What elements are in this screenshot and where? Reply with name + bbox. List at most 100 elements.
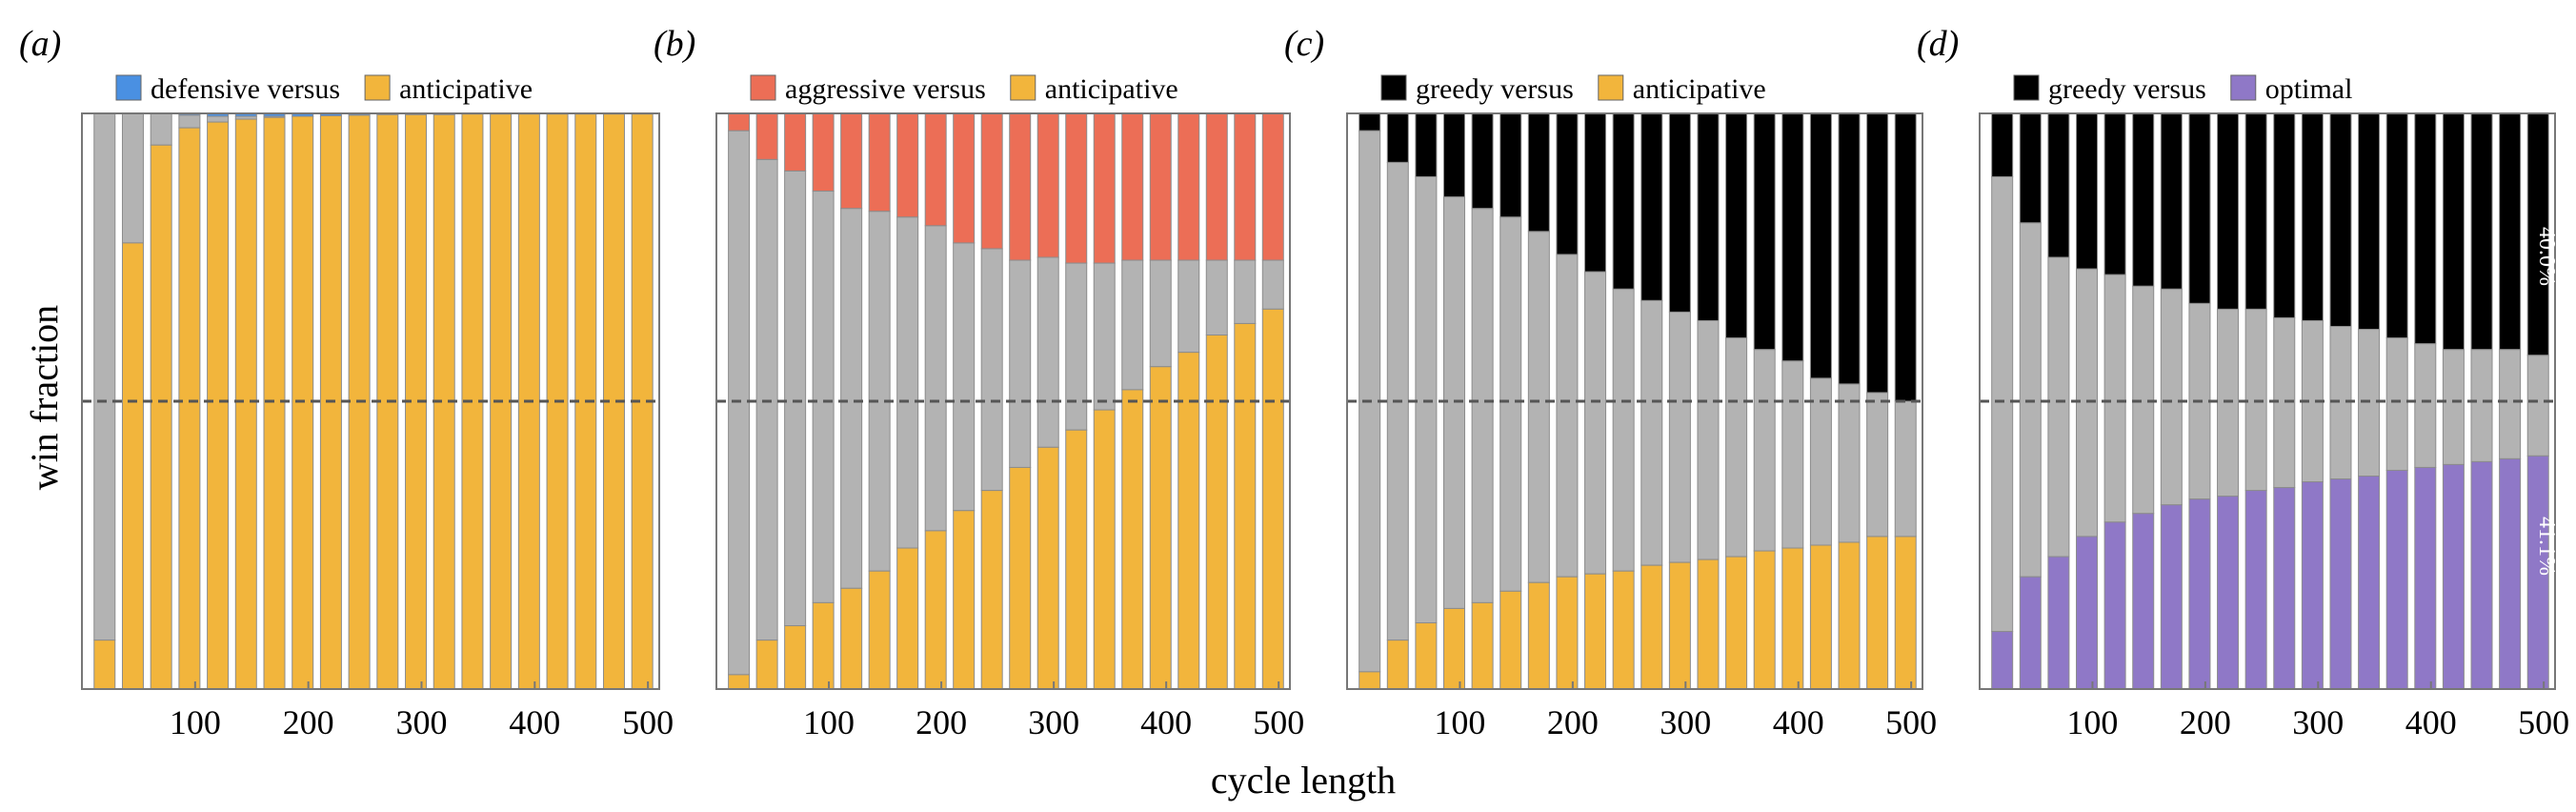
legend-label-player: anticipative bbox=[399, 73, 533, 105]
legend-label-opponent: greedy versus bbox=[2048, 73, 2206, 105]
bar-opponent bbox=[728, 112, 751, 132]
bar-tie bbox=[980, 248, 1003, 492]
bar-player bbox=[2385, 469, 2408, 690]
bar-opponent bbox=[868, 112, 891, 213]
bar-tie bbox=[924, 225, 947, 532]
bar-opponent bbox=[2301, 112, 2324, 321]
bar-tie bbox=[1697, 319, 1720, 560]
x-tick-label: 500 bbox=[1885, 703, 1937, 741]
x-tick-label: 400 bbox=[509, 703, 560, 741]
bar-player bbox=[784, 625, 807, 690]
bar-player bbox=[1499, 590, 1522, 690]
bar-opponent bbox=[1753, 112, 1776, 351]
chart-panel: (c) greedy versus anticipative 100 200 300 400… bbox=[1284, 24, 1937, 741]
bar-opponent bbox=[812, 112, 835, 193]
bar-player bbox=[1065, 429, 1088, 690]
bar-opponent bbox=[1065, 112, 1088, 264]
bar-opponent bbox=[1527, 112, 1550, 233]
bar-opponent bbox=[1866, 112, 1889, 394]
plot-frame bbox=[1979, 112, 2556, 690]
bar-player bbox=[1894, 536, 1917, 690]
x-tick-label: 100 bbox=[170, 703, 221, 741]
bar-player bbox=[2132, 513, 2155, 690]
bar-opponent bbox=[1036, 112, 1059, 258]
bar-player bbox=[2358, 476, 2381, 690]
bar-tie bbox=[1121, 259, 1144, 391]
bar-tie bbox=[1781, 360, 1804, 549]
bar-tie bbox=[1415, 175, 1438, 624]
bar-tie bbox=[2217, 308, 2240, 497]
bar-player bbox=[1443, 607, 1466, 690]
x-tick-label: 300 bbox=[1028, 703, 1079, 741]
chart-panel: (b) aggressive versus anticipative 100 200 30… bbox=[654, 24, 1304, 741]
legend-label-opponent: greedy versus bbox=[1416, 73, 1574, 105]
legend-swatch bbox=[1010, 74, 1036, 101]
bar-player bbox=[1177, 352, 1200, 690]
bar-annotation: 40.0% bbox=[2534, 227, 2559, 286]
bar-player bbox=[121, 242, 144, 690]
bar-opponent bbox=[1697, 112, 1720, 321]
x-tick-label: 400 bbox=[1773, 703, 1824, 741]
x-tick-label: 500 bbox=[622, 703, 674, 741]
bar-player bbox=[1358, 671, 1381, 690]
bar-opponent bbox=[1093, 112, 1116, 264]
bar-opponent bbox=[953, 112, 976, 244]
legend-label-player: anticipative bbox=[1633, 73, 1766, 105]
bar-opponent bbox=[1415, 112, 1438, 177]
bar-player bbox=[2160, 504, 2183, 690]
bar-player bbox=[2470, 460, 2493, 690]
bar-player bbox=[2301, 481, 2324, 690]
x-tick-label: 200 bbox=[2180, 703, 2231, 741]
bar-tie bbox=[1809, 377, 1832, 546]
panel-label: (d) bbox=[1917, 24, 1959, 64]
chart-panel: (a) defensive versus anticipative 100 200 300… bbox=[19, 24, 674, 741]
bar-player bbox=[812, 601, 835, 690]
bar-player bbox=[1556, 576, 1579, 690]
bar-player bbox=[924, 530, 947, 690]
bar-opponent bbox=[2499, 112, 2522, 351]
bar-tie bbox=[1725, 337, 1748, 558]
bar-player bbox=[1009, 466, 1032, 690]
bar-opponent bbox=[1009, 112, 1032, 261]
bar-opponent bbox=[1809, 112, 1832, 379]
legend-swatch bbox=[2013, 74, 2040, 101]
bar-player bbox=[1261, 308, 1284, 690]
bar-opponent bbox=[2442, 112, 2465, 351]
bar-tie bbox=[1866, 392, 1889, 538]
bar-player bbox=[2019, 576, 2042, 690]
bar-player bbox=[1471, 601, 1494, 690]
bar-tie bbox=[1205, 259, 1228, 336]
bar-player bbox=[1386, 639, 1409, 690]
bar-opponent bbox=[1149, 112, 1172, 261]
bar-player bbox=[178, 127, 201, 690]
bar-opponent bbox=[1640, 112, 1663, 301]
y-axis-title: win fraction bbox=[23, 305, 66, 490]
bar-opponent bbox=[2244, 112, 2267, 310]
bar-tie bbox=[1009, 259, 1032, 468]
bar-opponent bbox=[1781, 112, 1804, 362]
bar-player bbox=[980, 490, 1003, 690]
panels-group: (a) defensive versus anticipative 100 200 300… bbox=[19, 24, 2569, 741]
plot-frame bbox=[715, 112, 1291, 690]
x-tick-label: 100 bbox=[1434, 703, 1485, 741]
bar-tie bbox=[1991, 175, 2014, 633]
bar-opponent bbox=[1894, 112, 1917, 402]
bar-tie bbox=[1753, 349, 1776, 552]
bar-tie bbox=[150, 112, 172, 146]
x-tick-label: 400 bbox=[1140, 703, 1192, 741]
bar-tie bbox=[1612, 288, 1635, 572]
legend-label-player: optimal bbox=[2265, 73, 2353, 105]
bar-tie bbox=[1894, 400, 1917, 538]
bar-player bbox=[292, 115, 314, 690]
bar-opponent bbox=[1443, 112, 1466, 198]
x-tick-label: 100 bbox=[2066, 703, 2118, 741]
bar-player bbox=[93, 639, 116, 690]
bar-opponent bbox=[1499, 112, 1522, 218]
bar-opponent bbox=[924, 112, 947, 227]
panel-label: (c) bbox=[1284, 24, 1324, 64]
bar-player bbox=[1205, 335, 1228, 690]
legend-swatch bbox=[364, 74, 391, 101]
bar-opponent bbox=[1386, 112, 1409, 163]
legend-label-opponent: aggressive versus bbox=[785, 73, 986, 105]
bar-player bbox=[1753, 550, 1776, 690]
